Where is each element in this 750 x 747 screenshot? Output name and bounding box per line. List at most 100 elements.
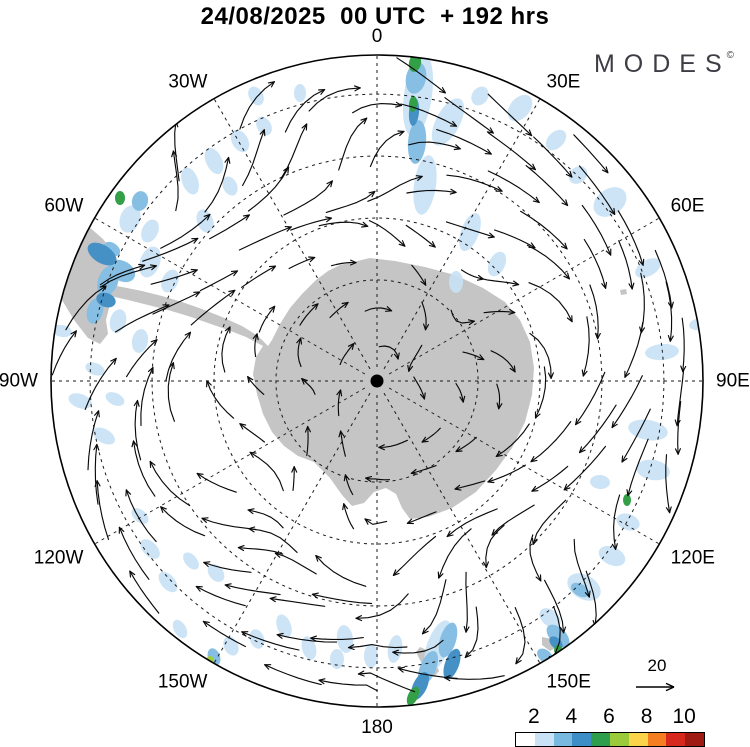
wind-arrowhead-icon xyxy=(638,258,645,266)
wind-arrow xyxy=(589,284,599,340)
wind-arrow xyxy=(310,637,364,640)
lon-label-90W: 90W xyxy=(0,371,38,392)
wind-arrow xyxy=(290,217,333,231)
wind-arrow xyxy=(421,301,427,331)
wind-arrowhead-icon xyxy=(241,631,249,637)
wind-arrow xyxy=(203,561,252,573)
wind-arrowhead-icon xyxy=(397,130,405,137)
wind-arrowhead-icon xyxy=(341,301,349,309)
wind-arrowhead-icon xyxy=(534,411,541,419)
precip-blob xyxy=(689,317,703,331)
precip-blob xyxy=(546,624,570,648)
wind-arrow xyxy=(446,508,498,538)
wind-arrow xyxy=(160,213,211,249)
wind-arrow xyxy=(465,571,468,633)
precip-blob xyxy=(487,251,507,277)
colorbar-tick: 4 xyxy=(565,705,578,728)
wind-arrow xyxy=(202,620,246,648)
wind-arrow xyxy=(199,270,239,292)
wind-arrowhead-icon xyxy=(248,526,256,533)
wind-arrow xyxy=(400,103,458,127)
south-pole-dot xyxy=(370,374,384,388)
precipitation-layer xyxy=(52,55,703,706)
wind-arrowhead-icon xyxy=(584,590,591,598)
wind-arrowhead-icon xyxy=(420,278,427,286)
wind-arrowhead-icon xyxy=(296,337,303,345)
wind-arrow xyxy=(455,436,477,453)
wind-arrow xyxy=(297,337,302,368)
map-content xyxy=(51,55,703,707)
wind-arrowhead-icon xyxy=(624,370,630,378)
wind-arrowhead-icon xyxy=(94,410,100,418)
wind-arrowhead-icon xyxy=(365,476,373,482)
wind-arrow xyxy=(421,427,441,443)
precip-blob xyxy=(471,86,489,106)
precip-blob xyxy=(158,571,178,593)
wind-arrowhead-icon xyxy=(150,339,158,346)
wind-arrow xyxy=(347,644,408,649)
wind-arrowhead-icon xyxy=(94,480,101,487)
wind-arrow xyxy=(530,421,572,463)
wind-arrowhead-icon xyxy=(496,402,503,410)
wind-arrowhead-icon xyxy=(342,503,348,511)
wind-arrowhead-icon xyxy=(291,466,298,473)
wind-arrow xyxy=(329,301,349,319)
precip-blob xyxy=(141,219,159,243)
wind-arrow xyxy=(308,87,361,112)
wind-arrow xyxy=(520,210,568,250)
lon-label-60W: 60W xyxy=(44,196,83,217)
wind-arrowhead-icon xyxy=(581,369,588,377)
wind-arrow xyxy=(269,597,326,607)
wind-arrow xyxy=(242,129,265,187)
wind-arrow xyxy=(367,175,423,202)
wind-arrowhead-icon xyxy=(437,571,444,579)
wind-arrow xyxy=(206,380,235,419)
wind-arrowhead-icon xyxy=(308,256,316,263)
wind-arrow xyxy=(627,438,649,497)
wind-arrow xyxy=(408,141,461,150)
wind-arrowhead-icon xyxy=(459,395,466,403)
wind-arrowhead-icon xyxy=(398,240,406,247)
wind-arrow xyxy=(436,129,492,155)
colorbar xyxy=(515,732,705,747)
wind-arrowhead-icon xyxy=(487,477,495,484)
wind-arrowhead-icon xyxy=(626,489,633,497)
precip-blob xyxy=(598,545,626,567)
wind-arrow xyxy=(140,366,154,427)
precip-blob xyxy=(616,513,640,531)
wind-arrowhead-icon xyxy=(259,129,266,137)
wind-arrowhead-icon xyxy=(594,332,601,340)
modes-logo-text: MODES xyxy=(593,50,731,78)
wind-arrowhead-icon xyxy=(269,596,277,603)
wind-arrow xyxy=(239,423,265,443)
precip-blob xyxy=(93,427,115,445)
wind-arrowhead-icon xyxy=(601,166,609,174)
wind-arrowhead-icon xyxy=(325,216,333,223)
wind-arrowhead-icon xyxy=(268,305,276,313)
wind-arrowhead-icon xyxy=(665,506,672,514)
wind-arrowhead-icon xyxy=(347,644,355,651)
longitude-line xyxy=(383,392,541,664)
wind-arrow xyxy=(421,579,447,635)
precip-blob xyxy=(172,619,188,639)
precip-blob xyxy=(248,86,264,106)
wind-arrow xyxy=(364,307,393,312)
wind-arrowhead-icon xyxy=(274,552,282,558)
wind-arrowhead-icon xyxy=(453,144,461,151)
wind-arrow xyxy=(196,472,237,493)
wind-arrow xyxy=(529,534,542,582)
wind-arrow xyxy=(578,404,617,454)
wind-arrowhead-icon xyxy=(347,342,355,350)
wind-arrow xyxy=(100,265,157,288)
wind-arrowhead-icon xyxy=(428,241,436,248)
wind-arrowhead-icon xyxy=(601,281,608,289)
longitude-line xyxy=(388,217,660,375)
lon-label-120W: 120W xyxy=(34,547,84,568)
wind-arrowhead-icon xyxy=(563,272,570,280)
wind-arrow xyxy=(392,639,444,654)
wind-arrow xyxy=(495,423,530,457)
wind-arrowhead-icon xyxy=(486,127,494,134)
wind-arrow xyxy=(563,445,607,491)
wind-arrowhead-icon xyxy=(566,315,573,323)
colorbar-tick: 6 xyxy=(603,705,615,728)
